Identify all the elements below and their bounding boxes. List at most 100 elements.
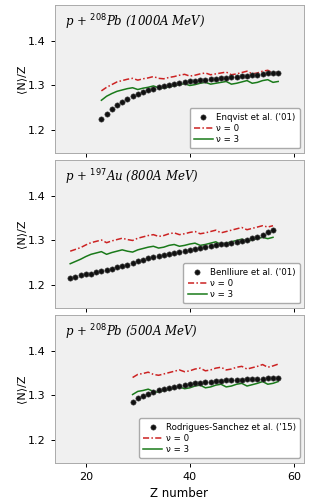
ν = 0 bbox=[240, 364, 244, 370]
ν = 3 bbox=[125, 248, 129, 254]
ν = 3 bbox=[146, 84, 150, 90]
ν = 0 bbox=[100, 88, 103, 94]
ν = 3 bbox=[214, 80, 218, 86]
Enqvist et al. ('01) bbox=[141, 89, 145, 95]
ν = 3 bbox=[256, 380, 259, 386]
Line: ν = 3: ν = 3 bbox=[101, 80, 278, 100]
ν = 0 bbox=[245, 226, 249, 232]
ν = 0 bbox=[245, 68, 249, 74]
ν = 3 bbox=[125, 86, 129, 91]
ν = 3 bbox=[209, 384, 212, 390]
ν = 3 bbox=[157, 245, 160, 251]
Benlliure et al. ('01) bbox=[183, 248, 187, 254]
ν = 0 bbox=[84, 242, 88, 248]
Text: p + $^{208}$Pb (500A MeV): p + $^{208}$Pb (500A MeV) bbox=[65, 322, 197, 342]
ν = 0 bbox=[178, 232, 181, 237]
ν = 3 bbox=[152, 83, 155, 89]
ν = 0 bbox=[193, 228, 197, 234]
Enqvist et al. ('01) bbox=[152, 86, 155, 92]
ν = 0 bbox=[131, 238, 134, 244]
ν = 3 bbox=[245, 383, 249, 389]
Enqvist et al. ('01) bbox=[261, 72, 265, 78]
Rodrigues-Sanchez et al. ('15) bbox=[235, 377, 238, 383]
Benlliure et al. ('01) bbox=[188, 247, 192, 253]
ν = 0 bbox=[235, 71, 238, 77]
ν = 0 bbox=[224, 367, 228, 373]
ν = 0 bbox=[224, 228, 228, 234]
ν = 3 bbox=[152, 388, 155, 394]
Benlliure et al. ('01) bbox=[172, 250, 176, 256]
ν = 3 bbox=[178, 82, 181, 87]
Line: Benlliure et al. ('01): Benlliure et al. ('01) bbox=[68, 227, 275, 281]
ν = 3 bbox=[198, 382, 202, 388]
ν = 0 bbox=[125, 76, 129, 82]
ν = 3 bbox=[271, 80, 275, 86]
ν = 3 bbox=[105, 93, 109, 99]
Benlliure et al. ('01) bbox=[178, 248, 181, 254]
Benlliure et al. ('01) bbox=[115, 264, 119, 270]
ν = 0 bbox=[110, 238, 114, 244]
ν = 0 bbox=[178, 367, 181, 373]
Benlliure et al. ('01) bbox=[105, 267, 109, 273]
Benlliure et al. ('01) bbox=[125, 262, 129, 268]
ν = 3 bbox=[131, 249, 134, 255]
Rodrigues-Sanchez et al. ('15) bbox=[146, 391, 150, 397]
ν = 3 bbox=[94, 250, 98, 256]
Line: Rodrigues-Sanchez et al. ('15): Rodrigues-Sanchez et al. ('15) bbox=[130, 376, 281, 405]
ν = 3 bbox=[235, 80, 238, 86]
ν = 3 bbox=[100, 98, 103, 103]
Benlliure et al. ('01) bbox=[152, 254, 155, 260]
Benlliure et al. ('01) bbox=[136, 258, 140, 264]
Rodrigues-Sanchez et al. ('15) bbox=[141, 393, 145, 399]
ν = 0 bbox=[115, 236, 119, 242]
ν = 3 bbox=[188, 82, 192, 88]
ν = 3 bbox=[266, 381, 270, 387]
ν = 0 bbox=[79, 244, 82, 250]
Enqvist et al. ('01) bbox=[183, 80, 187, 86]
ν = 3 bbox=[146, 386, 150, 392]
ν = 0 bbox=[162, 232, 166, 238]
Enqvist et al. ('01) bbox=[214, 76, 218, 82]
Benlliure et al. ('01) bbox=[157, 253, 160, 259]
Enqvist et al. ('01) bbox=[188, 78, 192, 84]
Enqvist et al. ('01) bbox=[105, 111, 109, 117]
Rodrigues-Sanchez et al. ('15) bbox=[188, 381, 192, 387]
Enqvist et al. ('01) bbox=[203, 76, 207, 82]
ν = 3 bbox=[266, 236, 270, 242]
ν = 0 bbox=[152, 74, 155, 80]
ν = 0 bbox=[146, 75, 150, 81]
Benlliure et al. ('01) bbox=[100, 268, 103, 274]
ν = 3 bbox=[224, 78, 228, 84]
Enqvist et al. ('01) bbox=[198, 77, 202, 83]
Benlliure et al. ('01) bbox=[250, 235, 254, 241]
Y-axis label: ⟨N⟩/Z: ⟨N⟩/Z bbox=[17, 374, 27, 403]
Legend: Benlliure et al. ('01), ν = 0, ν = 3: Benlliure et al. ('01), ν = 0, ν = 3 bbox=[183, 264, 300, 303]
ν = 0 bbox=[230, 366, 233, 372]
ν = 3 bbox=[146, 244, 150, 250]
ν = 0 bbox=[136, 77, 140, 83]
ν = 3 bbox=[167, 386, 171, 392]
ν = 3 bbox=[230, 239, 233, 245]
ν = 3 bbox=[224, 384, 228, 390]
ν = 0 bbox=[271, 363, 275, 369]
Rodrigues-Sanchez et al. ('15) bbox=[240, 377, 244, 383]
ν = 3 bbox=[240, 79, 244, 85]
ν = 0 bbox=[198, 71, 202, 77]
ν = 0 bbox=[193, 72, 197, 78]
ν = 0 bbox=[68, 248, 72, 254]
Rodrigues-Sanchez et al. ('15) bbox=[245, 376, 249, 382]
Enqvist et al. ('01) bbox=[193, 78, 197, 84]
Line: ν = 3: ν = 3 bbox=[133, 382, 278, 394]
ν = 3 bbox=[193, 82, 197, 87]
ν = 0 bbox=[261, 222, 265, 228]
ν = 3 bbox=[266, 76, 270, 82]
Enqvist et al. ('01) bbox=[146, 88, 150, 94]
ν = 3 bbox=[167, 84, 171, 90]
ν = 0 bbox=[157, 372, 160, 378]
ν = 0 bbox=[167, 74, 171, 80]
ν = 3 bbox=[172, 83, 176, 89]
ν = 3 bbox=[214, 382, 218, 388]
Enqvist et al. ('01) bbox=[172, 81, 176, 87]
ν = 0 bbox=[105, 240, 109, 246]
ν = 0 bbox=[157, 234, 160, 239]
